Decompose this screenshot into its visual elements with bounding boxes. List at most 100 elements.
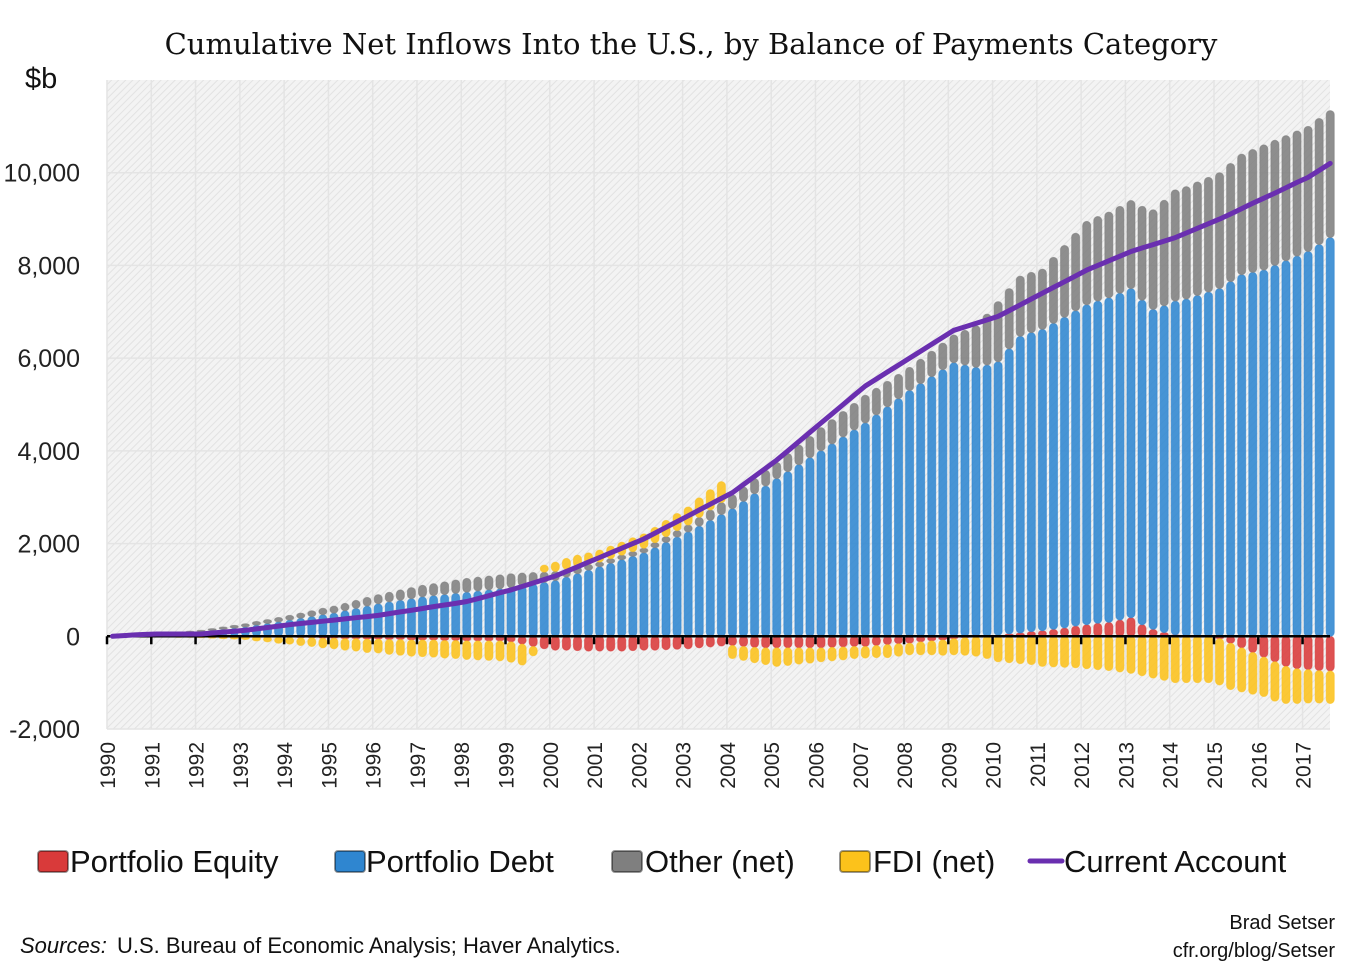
portfolio-debt-bar	[772, 478, 782, 637]
fdi-net-bar	[274, 636, 284, 644]
sources-text: U.S. Bureau of Economic Analysis; Haver …	[117, 933, 621, 958]
portfolio-debt-bar	[916, 383, 926, 637]
other-net-bar	[705, 509, 715, 521]
x-tick-label: 2007	[850, 742, 873, 789]
y-tick-label: 10,000	[4, 160, 80, 188]
portfolio-equity-bar	[1237, 635, 1247, 649]
portfolio-equity-bar	[772, 635, 782, 649]
portfolio-debt-bar	[705, 519, 715, 637]
portfolio-equity-bar	[1137, 624, 1147, 637]
portfolio-debt-bar	[838, 436, 848, 637]
other-net-bar	[838, 410, 848, 438]
fdi-net-bar	[982, 635, 992, 660]
other-net-bar	[340, 602, 350, 612]
x-tick-label: 2006	[805, 742, 828, 789]
y-axis-unit: $b	[25, 63, 57, 95]
fdi-net-bar	[417, 639, 427, 658]
portfolio-debt-bar	[451, 592, 461, 637]
fdi-net-bar	[351, 638, 361, 652]
other-net-bar	[506, 573, 516, 589]
other-net-bar	[1159, 199, 1169, 307]
portfolio-equity-bar	[1071, 625, 1081, 637]
other-net-bar	[816, 427, 826, 452]
other-net-bar	[429, 583, 439, 597]
portfolio-debt-bar	[340, 610, 350, 637]
portfolio-equity-bar	[550, 635, 560, 651]
other-net-bar	[716, 502, 726, 516]
portfolio-debt-bar	[1170, 300, 1180, 636]
other-net-bar	[639, 547, 649, 554]
portfolio-debt-bar	[672, 536, 682, 637]
fdi-net-bar	[307, 637, 317, 647]
fdi-net-bar	[1270, 661, 1280, 702]
portfolio-debt-bar	[329, 612, 339, 637]
other-net-bar	[1292, 130, 1302, 257]
portfolio-debt-bar	[307, 616, 317, 637]
fdi-net-bar	[1060, 635, 1070, 668]
portfolio-debt-bar	[894, 398, 904, 637]
portfolio-equity-bar	[672, 635, 682, 650]
other-net-bar	[916, 358, 926, 385]
fdi-net-bar	[1203, 635, 1213, 684]
other-net-bar	[373, 594, 383, 605]
current-account-line-group	[110, 160, 1333, 639]
other-net-bar	[927, 350, 937, 378]
fdi-net-bar	[285, 636, 295, 645]
portfolio-equity-bar	[1281, 635, 1291, 667]
zero-axis	[105, 635, 1330, 645]
x-tick-label: 1999	[496, 742, 519, 789]
portfolio-equity-bar	[1126, 617, 1136, 637]
portfolio-debt-bar	[827, 443, 837, 637]
fdi-net-bar	[938, 639, 948, 656]
other-net-bar	[661, 536, 671, 543]
fdi-net-bar	[1181, 635, 1191, 684]
other-net-bar	[694, 516, 704, 527]
portfolio-debt-bar	[650, 547, 660, 637]
other-net-bar	[628, 551, 638, 557]
other-net-bar	[595, 561, 605, 568]
portfolio-debt-bar	[927, 376, 937, 637]
other-net-bar	[860, 394, 870, 424]
other-net-bar	[650, 542, 660, 549]
other-net-bar	[982, 313, 992, 366]
x-tick-label: 2015	[1204, 742, 1227, 789]
bars	[119, 110, 1335, 705]
fdi-net-bar	[1170, 635, 1180, 684]
portfolio-equity-bar	[705, 635, 715, 648]
other-net-bar	[1082, 220, 1092, 306]
portfolio-debt-bar	[960, 364, 970, 637]
other-net-bar	[1004, 288, 1014, 350]
portfolio-debt-bar	[750, 493, 760, 637]
fdi-net-bar	[1281, 665, 1291, 705]
x-tick-label: 2009	[938, 742, 961, 789]
fdi-net-bar	[1259, 656, 1269, 698]
legend-item-portfolio-debt: Portfolio Debt	[334, 844, 554, 879]
legend-swatch	[334, 850, 366, 873]
fdi-net-bar	[395, 639, 405, 656]
portfolio-debt-bar	[805, 457, 815, 637]
portfolio-debt-bar	[1259, 269, 1269, 637]
legend-swatch	[611, 850, 643, 873]
portfolio-equity-bar	[561, 635, 571, 651]
portfolio-debt-bar	[395, 599, 405, 637]
portfolio-equity-bar	[1104, 621, 1114, 637]
portfolio-debt-bar	[739, 500, 749, 637]
other-net-bar	[274, 617, 284, 623]
portfolio-equity-bar	[1325, 635, 1335, 672]
other-net-bar	[462, 577, 472, 593]
other-net-bar	[1314, 117, 1324, 246]
fdi-net-bar	[440, 639, 450, 659]
portfolio-debt-bar	[1203, 291, 1213, 637]
portfolio-debt-bar	[949, 362, 959, 637]
fdi-net-bar	[1215, 638, 1225, 686]
portfolio-debt-bar	[539, 582, 549, 637]
other-net-bar	[1259, 144, 1269, 271]
portfolio-debt-bar	[1303, 251, 1313, 637]
portfolio-debt-bar	[1126, 288, 1136, 619]
portfolio-equity-bar	[617, 635, 627, 652]
portfolio-debt-bar	[606, 562, 616, 637]
other-net-bar	[805, 435, 815, 459]
x-tick-label: 1995	[318, 742, 341, 789]
x-tick-label: 1993	[230, 742, 253, 789]
portfolio-debt-bar	[661, 541, 671, 637]
